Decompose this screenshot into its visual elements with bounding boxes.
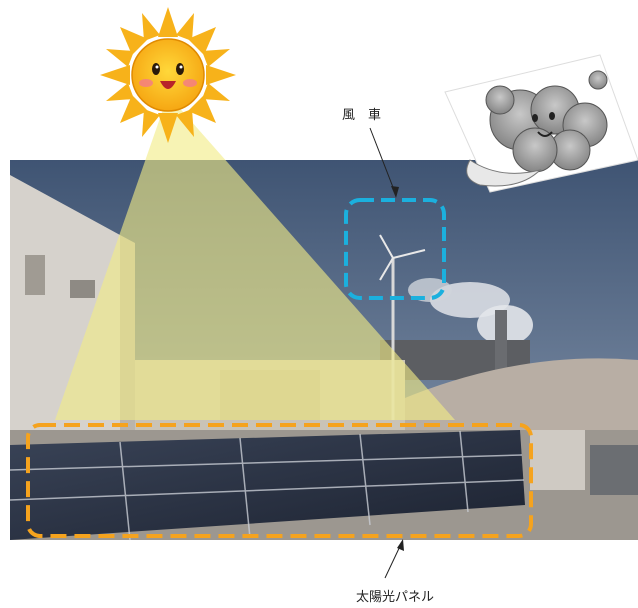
windmill-label: 風 車 <box>342 108 382 123</box>
solar-panel-label: 太陽光パネル <box>356 590 435 605</box>
sun-beam <box>55 95 455 420</box>
solar-panel-highlight-box <box>26 423 533 538</box>
windmill-pointer-line <box>369 127 397 196</box>
windmill-highlight-box <box>344 198 446 300</box>
wind-cloud-mascot-icon <box>444 54 638 193</box>
sun-mascot-icon <box>100 7 236 143</box>
